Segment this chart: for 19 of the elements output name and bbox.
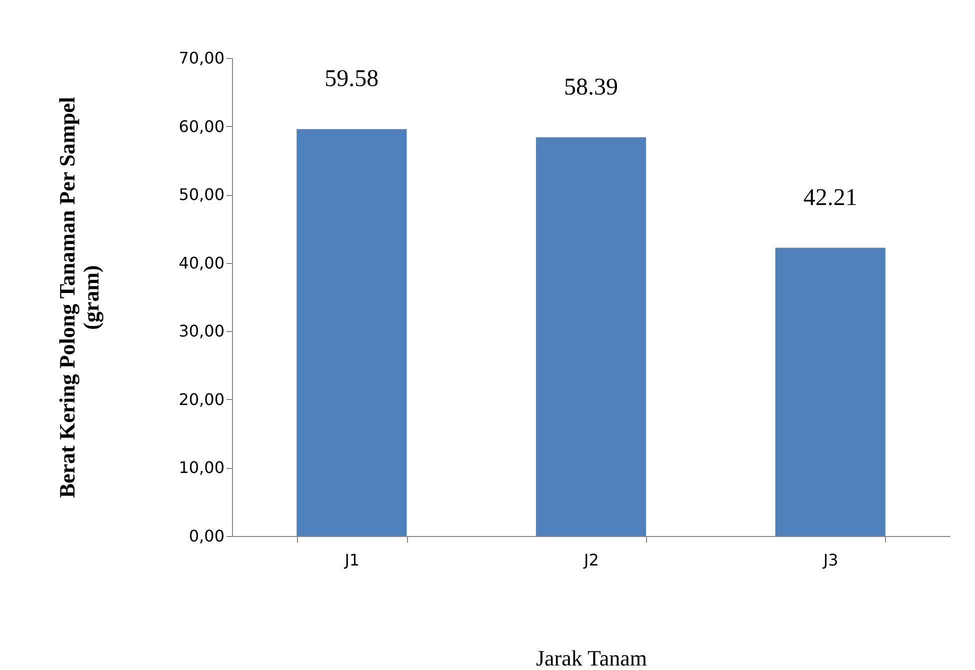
bar <box>536 137 646 536</box>
y-tick-label: 50,00 <box>178 185 224 204</box>
x-tick-label: J2 <box>583 550 599 570</box>
y-tick-label: 40,00 <box>178 253 224 272</box>
bar <box>775 248 886 536</box>
bar <box>296 129 407 536</box>
y-tick-label: 20,00 <box>178 390 224 409</box>
x-tick-label: J1 <box>344 550 360 570</box>
x-axis-title: Jarak Tanam <box>536 646 648 670</box>
y-axis-title: Berat Kering Polong Tanaman Per Sampel (gram) <box>54 96 104 498</box>
data-label: 58.39 <box>564 74 618 100</box>
y-tick-label: 60,00 <box>178 116 224 136</box>
x-tick-label: J3 <box>822 550 838 570</box>
y-tick-label: 0,00 <box>188 526 224 546</box>
y-tick-label: 10,00 <box>178 458 224 478</box>
y-tick-label: 70,00 <box>178 48 224 68</box>
data-label: 59.58 <box>324 66 379 92</box>
y-tick-label: 30,00 <box>178 322 224 341</box>
data-label: 42.21 <box>803 184 858 211</box>
